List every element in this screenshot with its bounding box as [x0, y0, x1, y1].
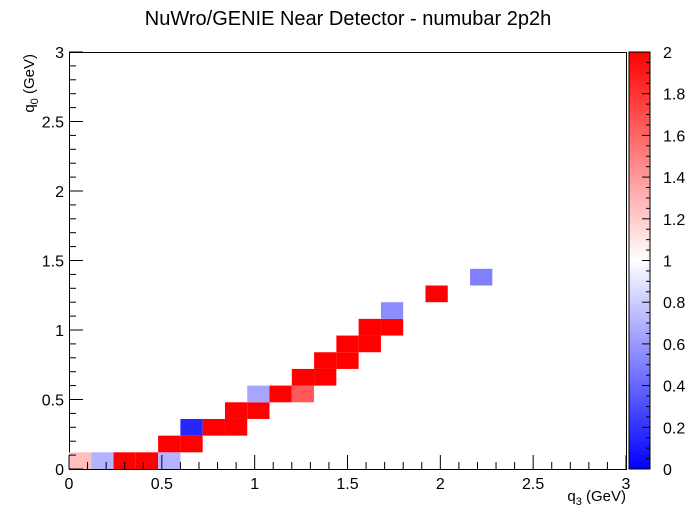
heatmap-cell [291, 368, 315, 386]
x-tick-label: 0.5 [151, 476, 173, 493]
y-axis: 0 0.5 1 1.5 2 2.5 3 [42, 45, 83, 479]
heatmap-cell [314, 368, 337, 386]
z-tick-label: 0.8 [663, 295, 685, 312]
z-tick-label: 1 [663, 254, 672, 271]
x-tick-label: 0 [65, 476, 74, 493]
heatmap-cell [135, 452, 159, 469]
y-tick-label: 3 [55, 45, 64, 62]
heatmap-cell [425, 285, 448, 303]
heatmap-cell [314, 352, 337, 369]
z-tick-label: 0.2 [663, 420, 685, 437]
y-axis-label: q0 (GeV) [21, 54, 41, 113]
heatmap-cell [291, 385, 315, 403]
heatmap-cell [180, 418, 203, 436]
x-axis-label-sub: 3 [576, 496, 582, 508]
y-tick-label: 2 [55, 184, 64, 201]
heatmap-cell [69, 452, 92, 469]
heatmap-cell [224, 418, 248, 436]
heatmap-cell [158, 452, 181, 469]
heatmap-cell [358, 335, 381, 353]
chart-title: NuWro/GENIE Near Detector - numubar 2p2h [145, 8, 551, 30]
heatmap-cell [113, 452, 136, 469]
plot-frame [69, 52, 627, 470]
y-tick-label: 2.5 [42, 115, 64, 132]
y-tick-label: 0 [55, 462, 64, 479]
x-axis-label-main: q [567, 488, 575, 505]
x-tick-label: 1 [250, 476, 259, 493]
heatmap-cell [336, 352, 359, 369]
color-scale-axis: 0 0.2 0.4 0.6 0.8 1 1.2 1.4 1.6 1.8 2 [642, 45, 685, 479]
z-tick-label: 0.6 [663, 337, 685, 354]
heatmap-cell [336, 335, 359, 353]
z-tick-label: 1.4 [663, 170, 685, 187]
heatmap-cell [247, 385, 270, 403]
y-axis-label-sub: 0 [29, 98, 41, 104]
x-tick-label: 2.5 [522, 476, 544, 493]
heatmap-cell [470, 268, 493, 286]
heatmap-cell [380, 302, 404, 319]
heatmap-cell [202, 418, 225, 436]
y-axis-label-main: q [21, 104, 38, 112]
x-axis-label: q3 (GeV) [567, 488, 626, 508]
z-tick-label: 1.8 [663, 87, 685, 104]
x-tick-label: 2 [436, 476, 445, 493]
z-tick-label: 1.2 [663, 212, 685, 229]
x-axis: 0 0.5 1 1.5 2 2.5 3 [65, 455, 631, 493]
y-axis-label-unit: (GeV) [21, 54, 38, 98]
heatmap-cell [358, 318, 381, 336]
y-tick-label: 1.5 [42, 254, 64, 271]
y-tick-label: 1 [55, 323, 64, 340]
heatmap-cell [247, 402, 270, 419]
z-tick-label: 0.4 [663, 379, 685, 396]
z-tick-label: 0 [663, 462, 672, 479]
heatmap-cell [158, 435, 181, 453]
heatmap-cell [269, 385, 292, 403]
x-axis-label-unit: (GeV) [582, 488, 626, 505]
x-tick-label: 1.5 [336, 476, 358, 493]
z-tick-label: 1.6 [663, 128, 685, 145]
heatmap-cells [69, 268, 493, 469]
heatmap-cell [380, 318, 404, 336]
y-tick-label: 0.5 [42, 393, 64, 410]
z-tick-label: 2 [663, 45, 672, 62]
heatmap-cell [224, 402, 248, 419]
x-tick-label: 3 [622, 476, 631, 493]
heatmap-cell [91, 452, 114, 469]
heatmap-cell [180, 435, 203, 453]
